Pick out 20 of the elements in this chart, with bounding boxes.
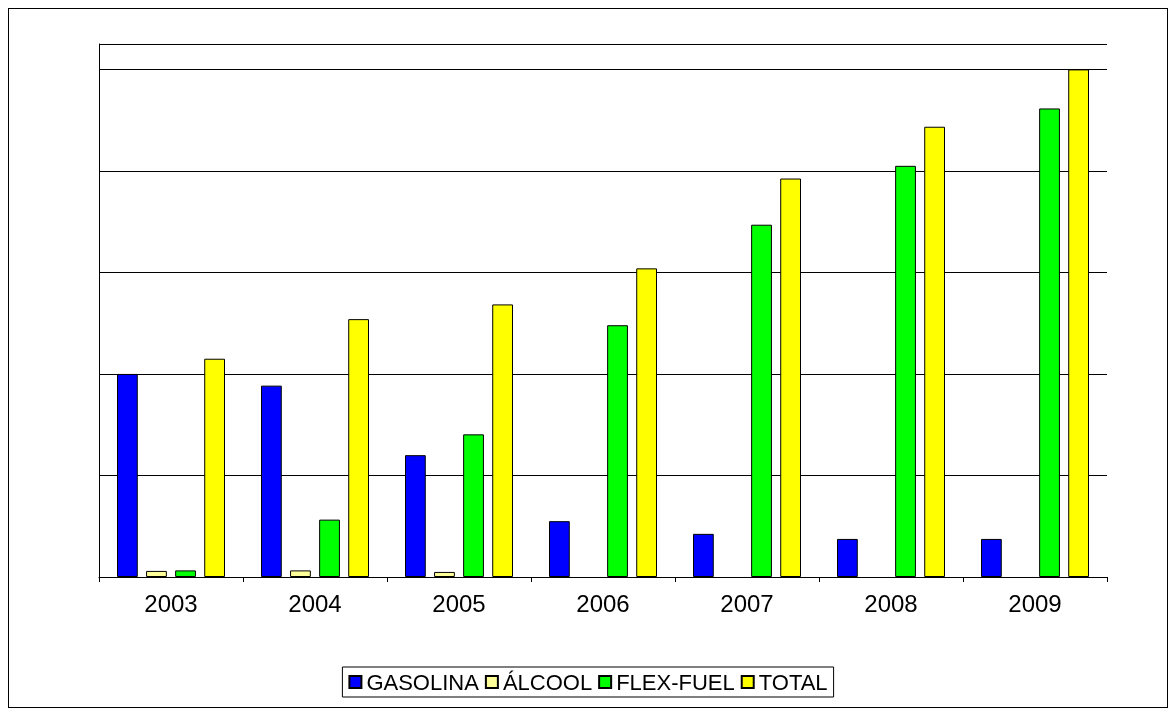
x-tick-label: 2003 [144,589,198,617]
bar [146,570,167,577]
bar [434,571,455,577]
legend-label: GASOLINA [366,669,480,695]
bar [319,519,340,577]
x-tick-label: 2008 [864,589,918,617]
x-tick-label: 2009 [1008,589,1062,617]
bar [290,570,311,577]
bar [175,570,196,577]
bar [693,533,714,577]
bar [837,538,858,577]
x-tick-label: 2006 [576,589,630,617]
bar [549,521,570,577]
x-tick-label: 2004 [288,589,342,617]
x-tick-label: 2007 [720,589,774,617]
bar [981,538,1002,577]
legend-label: TOTAL [758,669,828,695]
legend-label: FLEX-FUEL [616,669,735,695]
legend-label: ÁLCOOL [502,669,593,695]
x-tick-label: 2005 [432,589,486,617]
